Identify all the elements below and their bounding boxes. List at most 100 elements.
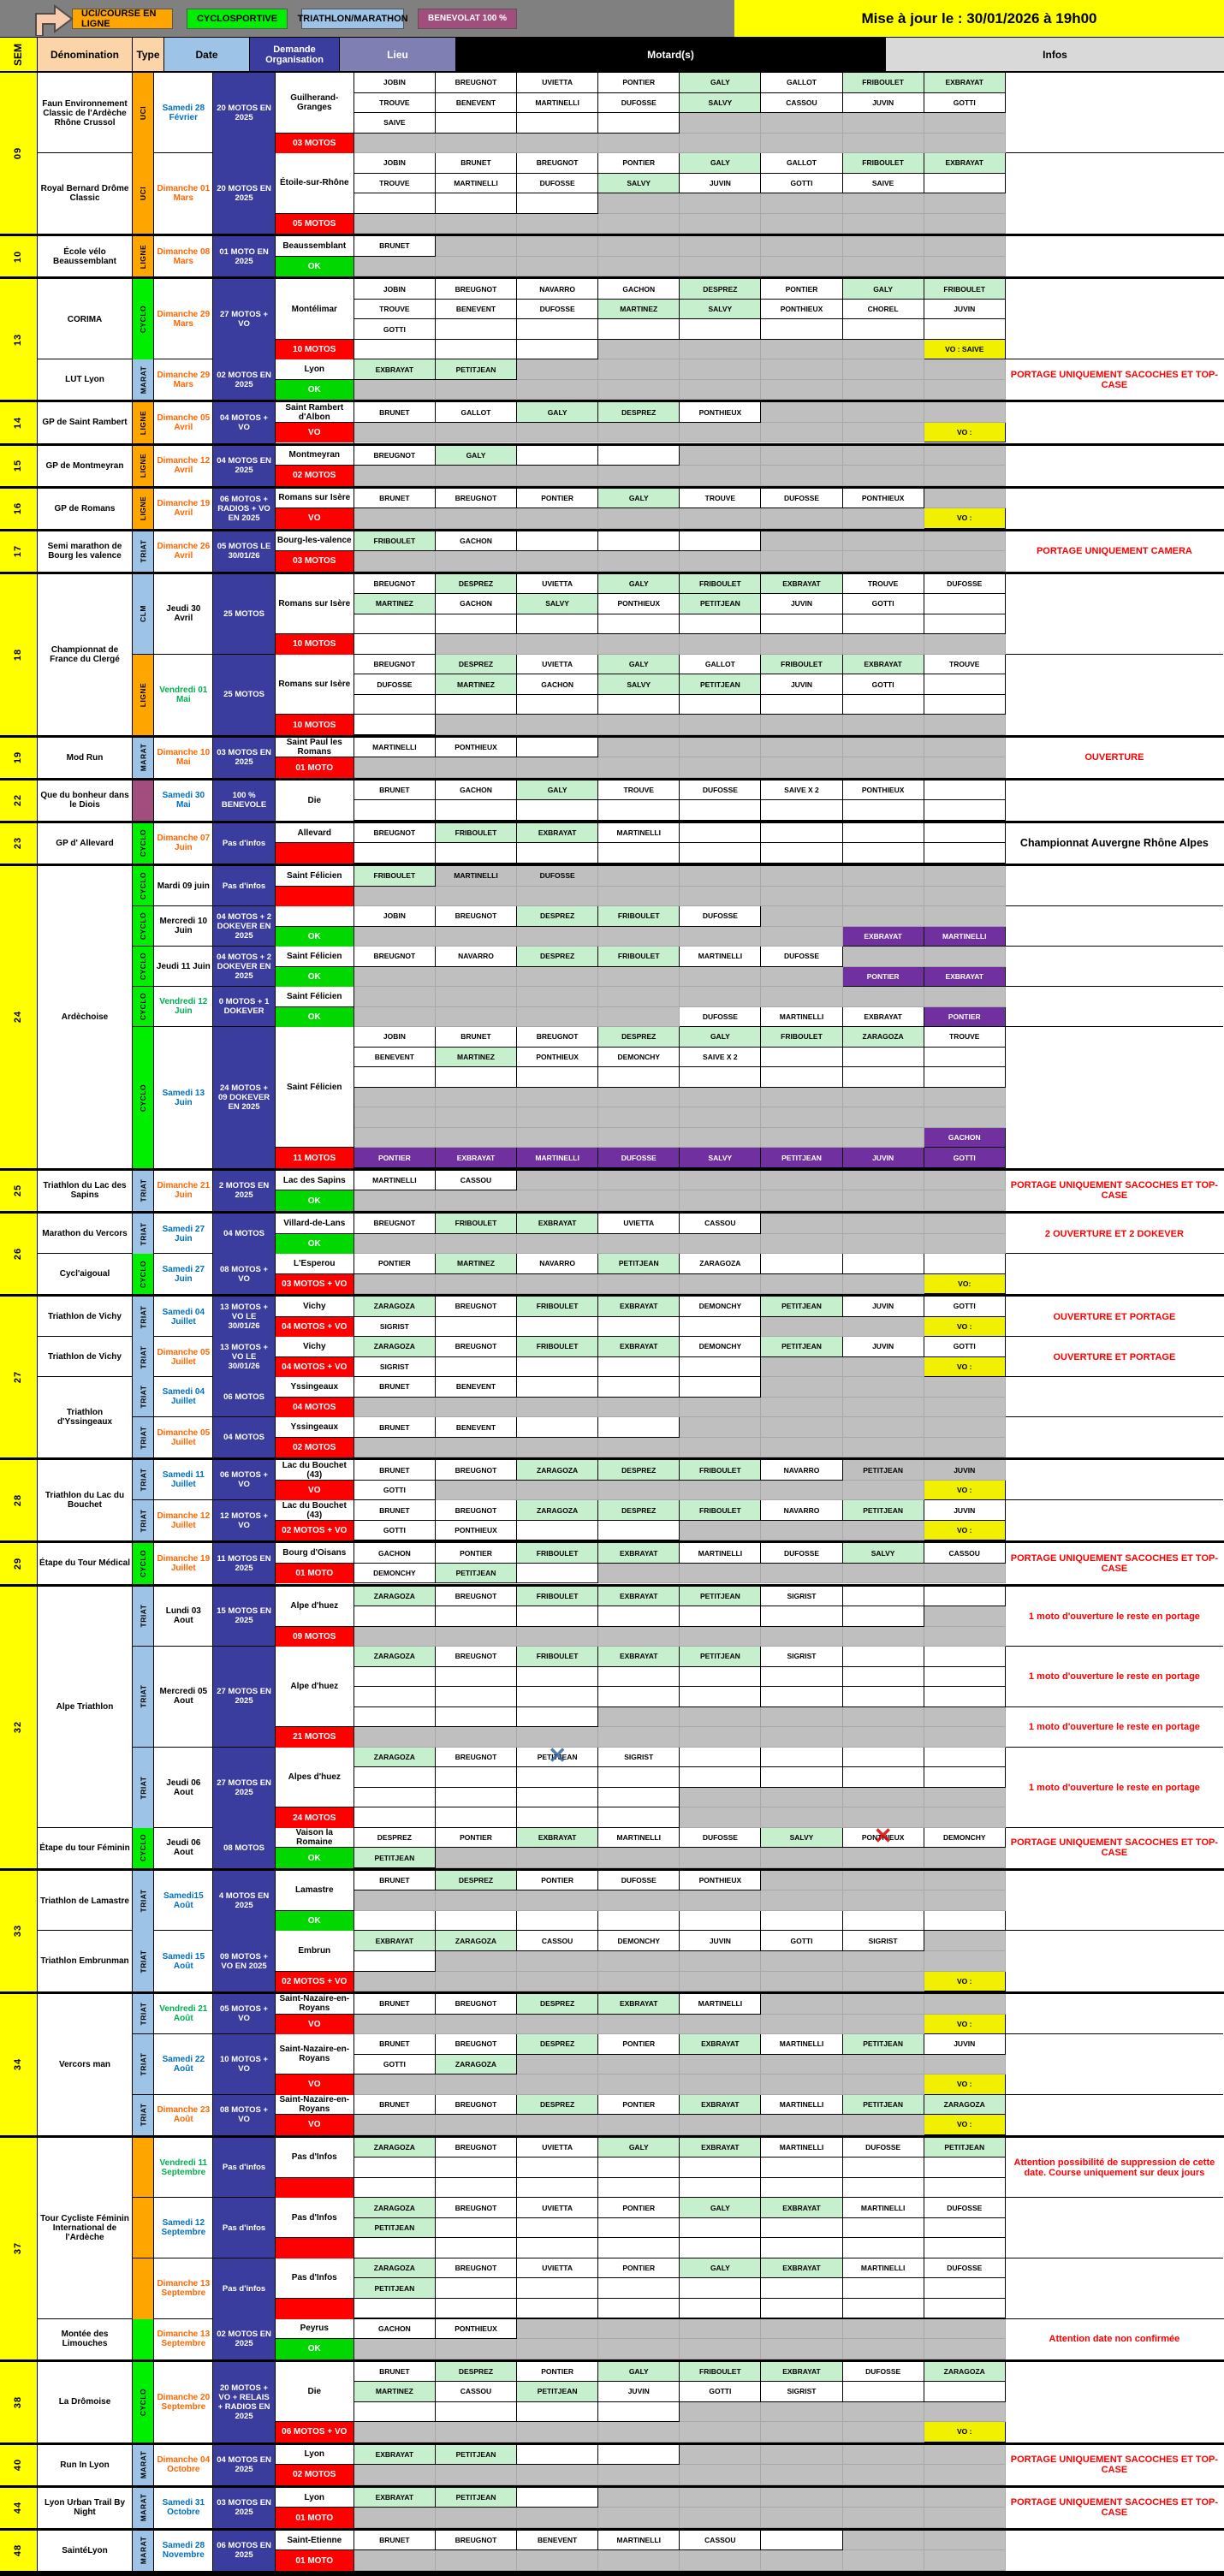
motard-cell[interactable] [924, 2401, 1006, 2423]
motard-cell[interactable] [842, 1047, 924, 1068]
event-name-cell[interactable]: Alpe Triathlon [38, 1586, 133, 1828]
lieu-cell[interactable]: Montélimar [275, 279, 354, 340]
info-cell[interactable]: Attention possibilité de suppression de … [1013, 2158, 1215, 2179]
motard-cell[interactable] [680, 1190, 762, 1211]
motard-cell[interactable] [354, 1910, 436, 1932]
motard-cell[interactable] [517, 966, 599, 988]
status-cell[interactable] [275, 2177, 354, 2199]
motard-cell[interactable]: FRIBOULET [517, 1586, 599, 1607]
event-name-cell[interactable]: Triathlon de Vichy [38, 1337, 133, 1378]
motard-cell[interactable]: EXBRAYAT [598, 1543, 680, 1564]
info-cell[interactable] [1006, 1994, 1223, 2034]
motard-cell[interactable] [598, 2422, 680, 2442]
motard-cell[interactable] [842, 1127, 924, 1149]
motard-cell[interactable] [598, 1563, 680, 1584]
motard-cell[interactable]: ZARAGOZA [517, 1500, 599, 1521]
motard-cell[interactable]: ZARAGOZA [354, 1337, 436, 1357]
info-cell[interactable]: 1 moto d'ouverture le reste en portage [1005, 1647, 1223, 1707]
motard-cell[interactable] [354, 886, 436, 907]
motard-cell[interactable] [680, 1417, 762, 1438]
demande-cell[interactable]: 04 MOTOS EN 2025 [213, 2444, 276, 2485]
motard-cell[interactable] [924, 256, 1006, 277]
motard-cell[interactable]: UVIETTA [517, 654, 599, 675]
motard-cell[interactable]: DUFOSSE [924, 2258, 1006, 2279]
motard-cell[interactable]: TROUVE [680, 488, 762, 509]
motard-cell[interactable] [354, 213, 436, 234]
motard-cell[interactable] [842, 1994, 924, 2015]
motard-cell[interactable] [842, 737, 924, 758]
motard-cell[interactable] [435, 193, 518, 214]
date-cell[interactable]: Dimanche 07 Juin [154, 822, 214, 864]
motard-cell[interactable] [435, 614, 518, 635]
motard-cell[interactable]: GALY [680, 1027, 762, 1048]
vo-cell[interactable]: VO : SAIVE [924, 339, 1006, 360]
motard-cell[interactable] [680, 1890, 762, 1911]
lieu-cell[interactable]: Lac du Bouchet (43) [275, 1500, 354, 1521]
info-cell[interactable]: OUVERTURE ET PORTAGE [1053, 1311, 1176, 1322]
motard-cell[interactable] [435, 1807, 518, 1828]
motard-cell[interactable]: DUFOSSE [680, 780, 762, 801]
motard-cell[interactable] [354, 1107, 436, 1128]
motard-cell[interactable] [761, 2074, 843, 2095]
motard-cell[interactable] [761, 1787, 843, 1808]
demande-cell[interactable]: 27 MOTOS + VO [213, 279, 276, 360]
motard-cell[interactable] [598, 757, 680, 778]
motard-cell[interactable] [924, 2158, 1006, 2178]
motard-cell[interactable] [517, 2217, 599, 2239]
motard-cell[interactable] [517, 715, 599, 735]
motard-cell[interactable] [680, 1606, 762, 1627]
date-cell[interactable]: Samedi15 Août [154, 1870, 214, 1932]
motard-cell[interactable] [842, 445, 924, 466]
motard-cell[interactable] [761, 2465, 843, 2485]
motard-cell[interactable] [517, 1666, 599, 1688]
motard-cell[interactable]: ZARAGOZA [354, 2258, 436, 2279]
motard-cell[interactable] [761, 1520, 843, 1541]
lieu-cell[interactable]: Lyon [275, 2488, 354, 2508]
motard-cell[interactable]: MARTINELLI [761, 2034, 843, 2055]
motard-cell[interactable] [842, 2422, 924, 2442]
motard-cell[interactable]: PONTIER [598, 153, 680, 174]
motard-cell[interactable]: GALY [680, 2258, 762, 2279]
motard-cell[interactable] [435, 715, 518, 735]
lieu-cell[interactable]: Bourg-les-valence [275, 531, 354, 552]
motard-cell[interactable]: EXBRAYAT [680, 2094, 762, 2116]
motard-cell[interactable]: UVIETTA [517, 573, 599, 595]
motard-cell[interactable] [598, 1107, 680, 1128]
sem-cell[interactable]: 28 [0, 1460, 38, 1541]
motard-cell[interactable]: CASSOU [924, 1543, 1006, 1564]
motard-cell[interactable] [680, 359, 762, 380]
motard-cell[interactable]: FRIBOULET [517, 1337, 599, 1357]
motard-cell[interactable] [598, 1417, 680, 1438]
motard-cell[interactable] [435, 1910, 518, 1932]
motard-cell[interactable] [842, 1687, 924, 1707]
motard-cell[interactable] [842, 2382, 924, 2402]
motard-cell[interactable] [680, 1087, 762, 1108]
motard-cell[interactable]: BREUGNOT [435, 2530, 518, 2551]
motard-cell[interactable] [354, 1087, 436, 1108]
motard-cell[interactable] [761, 2550, 843, 2571]
sem-cell[interactable]: 18 [0, 573, 38, 735]
motard-cell[interactable]: TROUVE [924, 654, 1006, 675]
motard-cell[interactable]: MARTINEZ [354, 2382, 436, 2402]
info-cell[interactable]: 1 moto d'ouverture le reste en portage [1028, 1611, 1200, 1622]
motard-cell[interactable] [517, 1067, 599, 1088]
motard-cell[interactable]: ZARAGOZA [354, 1297, 436, 1317]
motard-cell[interactable] [598, 2550, 680, 2571]
motard-cell[interactable]: NAVARRO [435, 947, 518, 967]
motard-cell[interactable]: MARTINELLI [842, 2258, 924, 2279]
motard-cell[interactable] [761, 906, 843, 927]
type-cell[interactable]: TRIAT [133, 1647, 155, 1747]
motard-cell[interactable]: EXBRAYAT [598, 1297, 680, 1317]
status-cell[interactable]: 01 MOTO [275, 757, 354, 778]
motard-cell[interactable] [924, 1787, 1006, 1808]
motard-cell[interactable]: SIGRIST [842, 1931, 924, 1951]
motard-cell[interactable]: GALY [680, 2198, 762, 2218]
motard-cell[interactable]: PONTIER [598, 2094, 680, 2116]
info-cell[interactable]: 2 OUVERTURE ET 2 DOKEVER [1044, 1228, 1184, 1239]
motard-cell[interactable]: DUFOSSE [598, 1148, 680, 1168]
motard-cell[interactable]: PETITJEAN [435, 2444, 518, 2466]
motard-cell[interactable]: SALVY [517, 594, 599, 614]
motard-cell[interactable]: CASSOU [680, 1214, 762, 1234]
motard-cell[interactable]: MARTINELLI [842, 2198, 924, 2218]
type-cell[interactable]: CYCLO [133, 279, 155, 360]
